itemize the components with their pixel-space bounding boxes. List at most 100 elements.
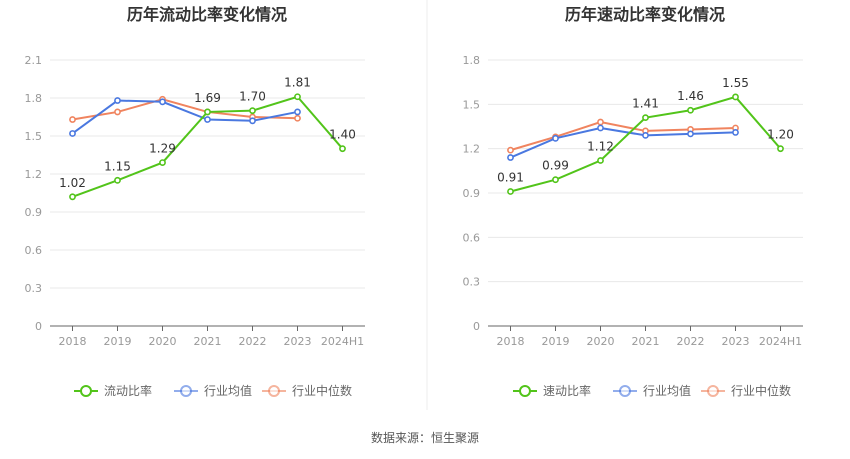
- y-tick-label: 0.9: [25, 206, 43, 219]
- x-tick-label: 2022: [239, 335, 267, 348]
- x-tick-label: 2021: [632, 335, 660, 348]
- y-tick-label: 1.5: [463, 98, 481, 111]
- x-tick-label: 2020: [587, 335, 615, 348]
- data-point-avg: [159, 98, 166, 106]
- data-point-main: [114, 176, 121, 184]
- series-line-main: [510, 95, 782, 193]
- data-point-main: [159, 159, 166, 166]
- series-line-median: [72, 98, 298, 121]
- data-point-median: [294, 114, 301, 122]
- data-label: 1.29: [149, 142, 176, 156]
- data-point-avg: [552, 134, 559, 142]
- legend-label: 行业均值: [204, 383, 252, 398]
- y-tick-label: 1.2: [25, 168, 43, 181]
- y-tick-label: 1.8: [463, 54, 481, 67]
- legend-marker-icon: [80, 385, 92, 397]
- data-label: 1.70: [239, 90, 266, 104]
- data-point-main: [204, 108, 211, 116]
- x-tick-label: 2023: [722, 335, 750, 348]
- data-label: 1.81: [284, 76, 311, 90]
- data-point-main: [552, 176, 559, 184]
- legend-marker-icon: [519, 385, 531, 397]
- data-point-avg: [597, 124, 604, 132]
- legend-marker-icon: [707, 385, 719, 397]
- data-point-avg: [642, 131, 649, 139]
- data-point-median: [597, 118, 604, 126]
- legend-item-main[interactable]: 流动比率: [74, 383, 152, 398]
- legend-label: 速动比率: [543, 383, 591, 398]
- data-label: 0.91: [497, 171, 524, 185]
- x-tick-label: 2020: [149, 335, 177, 348]
- data-label: 1.12: [587, 139, 614, 153]
- y-tick-label: 1.5: [25, 130, 43, 143]
- data-label: 1.69: [194, 91, 221, 105]
- current-ratio-chart: 历年流动比率变化情况 0 0.3 0.6 0.9 1.2 1.5 1.8 2.1 2018 2019…: [25, 5, 365, 398]
- data-label: 1.02: [59, 176, 86, 190]
- data-point-main: [687, 106, 694, 114]
- y-tick-label: 0.6: [25, 244, 43, 257]
- x-tick-label: 2018: [497, 335, 525, 348]
- data-point-avg: [507, 154, 514, 161]
- data-point-main: [507, 188, 514, 195]
- data-point-avg: [249, 117, 256, 125]
- quick-ratio-chart: 历年速动比率变化情况 0 0.3 0.6 0.9 1.2 1.5 1.8 2018 2019 202…: [463, 5, 803, 398]
- data-point-median: [69, 116, 76, 123]
- legend-label: 行业中位数: [731, 383, 791, 398]
- y-tick-label: 0: [473, 320, 480, 333]
- data-point-median: [114, 108, 121, 116]
- legend-label: 行业中位数: [292, 383, 352, 398]
- y-tick-label: 0.3: [463, 276, 481, 289]
- data-point-main: [294, 93, 301, 101]
- legend-item-median[interactable]: 行业中位数: [262, 383, 352, 398]
- y-tick-label: 0.6: [463, 231, 481, 244]
- data-point-median: [507, 146, 514, 154]
- x-tick-label: 2018: [59, 335, 87, 348]
- series-line-median: [510, 121, 736, 152]
- data-label: 1.41: [632, 97, 659, 111]
- chart-title: 历年速动比率变化情况: [565, 5, 725, 24]
- legend-item-avg[interactable]: 行业均值: [174, 383, 252, 398]
- data-label: 1.20: [767, 128, 794, 142]
- x-tick-label: 2019: [542, 335, 570, 348]
- data-point-avg: [687, 130, 694, 138]
- data-point-main: [597, 157, 604, 164]
- y-tick-label: 0.9: [463, 187, 481, 200]
- data-label: 0.99: [542, 159, 569, 173]
- data-point-avg: [204, 116, 211, 123]
- data-point-avg: [69, 130, 76, 137]
- x-tick-label: 2022: [677, 335, 705, 348]
- data-label: 1.15: [104, 159, 131, 173]
- legend-item-avg[interactable]: 行业均值: [613, 383, 691, 398]
- data-point-main: [642, 114, 649, 122]
- data-point-main: [249, 107, 256, 115]
- data-label: 1.55: [722, 76, 749, 90]
- chart-title: 历年流动比率变化情况: [127, 5, 287, 24]
- series-line-avg: [510, 126, 736, 159]
- x-tick-label: 2019: [104, 335, 132, 348]
- data-point-avg: [294, 108, 301, 116]
- x-tick-label: 2024H1: [759, 335, 802, 348]
- data-label: 1.40: [329, 128, 356, 142]
- legend-marker-icon: [180, 385, 192, 397]
- y-tick-label: 0.3: [25, 282, 43, 295]
- legend-label: 行业均值: [643, 383, 691, 398]
- data-point-main: [732, 93, 739, 101]
- y-tick-label: 2.1: [25, 54, 43, 67]
- legend-label: 流动比率: [104, 383, 152, 398]
- x-tick-label: 2023: [284, 335, 312, 348]
- x-tick-label: 2021: [194, 335, 222, 348]
- data-point-main: [69, 193, 76, 201]
- legend-item-median[interactable]: 行业中位数: [701, 383, 791, 398]
- y-tick-label: 1.2: [463, 143, 481, 156]
- data-point-avg: [114, 97, 121, 104]
- data-point-main: [777, 145, 784, 153]
- y-tick-label: 1.8: [25, 92, 43, 105]
- x-tick-label: 2024H1: [321, 335, 364, 348]
- data-label: 1.46: [677, 89, 704, 103]
- legend-marker-icon: [268, 385, 280, 397]
- legend-item-main[interactable]: 速动比率: [513, 383, 591, 398]
- source-note: 数据来源：恒生聚源: [371, 430, 479, 445]
- y-tick-label: 0: [35, 320, 42, 333]
